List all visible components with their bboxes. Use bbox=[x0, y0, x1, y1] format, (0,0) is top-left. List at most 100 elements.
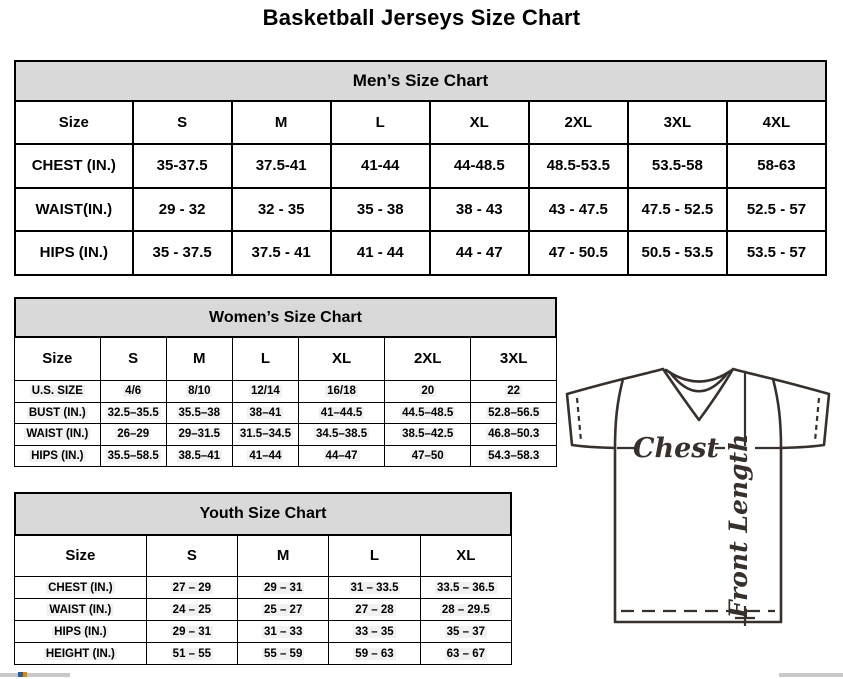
size-value-cell: 47 - 50.5 bbox=[527, 230, 629, 276]
youth-size-chart-title: Youth Size Chart bbox=[14, 492, 512, 536]
size-value-cell: 48.5-53.5 bbox=[527, 143, 629, 189]
size-value-cell: 38.5–41 bbox=[165, 444, 233, 467]
size-value-cell: 31.5–34.5 bbox=[231, 423, 299, 446]
youth-size-chart: Youth Size Chart Size S M L XL CHEST (IN.) 27 … bbox=[14, 492, 513, 665]
column-header: L bbox=[329, 100, 431, 145]
size-value-cell: 52.5 - 57 bbox=[725, 186, 828, 232]
column-header: S bbox=[131, 100, 233, 145]
column-header: XL bbox=[297, 336, 386, 381]
size-value-cell: 28 – 29.5 bbox=[419, 598, 513, 621]
row-label: HEIGHT (IN.) bbox=[14, 642, 147, 665]
column-header: 2XL bbox=[527, 100, 629, 145]
size-value-cell: 31 – 33.5 bbox=[328, 576, 421, 599]
size-value-cell: 35.5–58.5 bbox=[99, 444, 167, 467]
row-label: U.S. SIZE bbox=[14, 380, 101, 403]
size-value-cell: 35 - 37.5 bbox=[131, 230, 233, 276]
size-value-cell: 38 - 43 bbox=[428, 186, 530, 232]
size-value-cell: 37.5-41 bbox=[230, 143, 332, 189]
row-label: HIPS (IN.) bbox=[14, 620, 147, 643]
womens-size-chart-title: Women’s Size Chart bbox=[14, 297, 557, 338]
column-header: 4XL bbox=[725, 100, 828, 145]
size-value-cell: 44–47 bbox=[297, 444, 386, 467]
size-value-cell: 37.5 - 41 bbox=[230, 230, 332, 276]
size-value-cell: 16/18 bbox=[297, 380, 386, 403]
table-row: WAIST (IN.) 26–29 29–31.5 31.5–34.5 34.5–38.… bbox=[14, 423, 557, 446]
size-value-cell: 59 – 63 bbox=[328, 642, 421, 665]
size-value-cell: 29 - 32 bbox=[131, 186, 233, 232]
front-length-label-backing bbox=[725, 446, 755, 606]
size-value-cell: 32 - 35 bbox=[230, 186, 332, 232]
size-value-cell: 44.5–48.5 bbox=[384, 401, 472, 424]
chest-label: Chest bbox=[633, 433, 719, 464]
column-header: S bbox=[99, 336, 167, 381]
mens-size-chart: Men’s Size Chart Size S M L XL 2XL 3XL 4XL CHEST… bbox=[14, 60, 828, 276]
size-value-cell: 47.5 - 52.5 bbox=[626, 186, 728, 232]
row-label: WAIST (IN.) bbox=[14, 598, 147, 621]
column-header: L bbox=[231, 336, 299, 381]
size-value-cell: 35.5–38 bbox=[165, 401, 233, 424]
size-value-cell: 41–44.5 bbox=[297, 401, 386, 424]
column-header: Size bbox=[14, 534, 147, 577]
size-value-cell: 33.5 – 36.5 bbox=[419, 576, 513, 599]
size-value-cell: 27 – 28 bbox=[328, 598, 421, 621]
size-value-cell: 38.5–42.5 bbox=[384, 423, 472, 446]
jersey-outline bbox=[565, 367, 831, 624]
size-value-cell: 29 – 31 bbox=[145, 620, 239, 643]
row-label: HIPS (IN.) bbox=[14, 230, 134, 276]
collar-band-line-2 bbox=[668, 371, 730, 393]
size-value-cell: 12/14 bbox=[231, 380, 299, 403]
size-value-cell: 47–50 bbox=[384, 444, 472, 467]
table-row: HIPS (IN.) 35 - 37.5 37.5 - 41 41 - 44 44 - … bbox=[14, 230, 828, 276]
size-value-cell: 27 – 29 bbox=[145, 576, 239, 599]
column-header: Size bbox=[14, 100, 134, 145]
page-title: Basketball Jerseys Size Chart bbox=[262, 5, 581, 30]
size-value-cell: 41 - 44 bbox=[329, 230, 431, 276]
size-value-cell: 43 - 47.5 bbox=[527, 186, 629, 232]
size-value-cell: 35 – 37 bbox=[419, 620, 513, 643]
size-value-cell: 35 - 38 bbox=[329, 186, 431, 232]
size-value-cell: 26–29 bbox=[99, 423, 167, 446]
scrollbar-fragment-right[interactable] bbox=[779, 673, 843, 677]
table-row: WAIST(IN.) 29 - 32 32 - 35 35 - 38 38 - 43 43… bbox=[14, 186, 828, 232]
table-row: U.S. SIZE 4/6 8/10 12/14 16/18 20 22 bbox=[14, 380, 557, 403]
size-value-cell: 4/6 bbox=[99, 380, 167, 403]
size-value-cell: 51 – 55 bbox=[145, 642, 239, 665]
chest-label-backing bbox=[637, 434, 715, 460]
size-value-cell: 54.3–58.3 bbox=[470, 444, 557, 467]
table-row: CHEST (IN.) 27 – 29 29 – 31 31 – 33.5 33.5 –… bbox=[14, 576, 513, 599]
column-header: 3XL bbox=[470, 336, 557, 381]
table-row: WAIST (IN.) 24 – 25 25 – 27 27 – 28 28 – 29.… bbox=[14, 598, 513, 621]
womens-size-table: Size S M L XL 2XL 3XL U.S. SIZE 4/6 8/10 12/14 16/1… bbox=[14, 336, 557, 467]
front-length-label: Front Length bbox=[724, 434, 753, 619]
size-value-cell: 32.5–35.5 bbox=[99, 401, 167, 424]
youth-size-table: Size S M L XL CHEST (IN.) 27 – 29 29 – 31 31 – 3… bbox=[14, 534, 513, 665]
row-label: BUST (IN.) bbox=[14, 401, 101, 424]
size-value-cell: 46.8–50.3 bbox=[470, 423, 557, 446]
scrollbar-fragment-left[interactable] bbox=[0, 673, 70, 677]
column-header: M bbox=[230, 100, 332, 145]
size-value-cell: 52.8–56.5 bbox=[470, 401, 557, 424]
size-value-cell: 41-44 bbox=[329, 143, 431, 189]
size-value-cell: 29 – 31 bbox=[237, 576, 330, 599]
size-value-cell: 25 – 27 bbox=[237, 598, 330, 621]
mens-size-chart-title: Men’s Size Chart bbox=[14, 60, 827, 102]
size-value-cell: 55 – 59 bbox=[237, 642, 330, 665]
mens-size-table: Size S M L XL 2XL 3XL 4XL CHEST (IN.) 35-37.5 37.5… bbox=[14, 100, 828, 276]
column-header: Size bbox=[14, 336, 101, 381]
size-value-cell: 20 bbox=[384, 380, 472, 403]
size-value-cell: 8/10 bbox=[165, 380, 233, 403]
size-value-cell: 31 – 33 bbox=[237, 620, 330, 643]
size-value-cell: 33 – 35 bbox=[328, 620, 421, 643]
jersey-measurement-diagram: Chest Front Length bbox=[565, 367, 831, 626]
size-value-cell: 38–41 bbox=[231, 401, 299, 424]
table-row: BUST (IN.) 32.5–35.5 35.5–38 38–41 41–44.5 44… bbox=[14, 401, 557, 424]
size-value-cell: 53.5-58 bbox=[626, 143, 728, 189]
column-header: M bbox=[165, 336, 233, 381]
size-value-cell: 44-48.5 bbox=[428, 143, 530, 189]
row-label: HIPS (IN.) bbox=[14, 444, 101, 467]
column-header: 3XL bbox=[626, 100, 728, 145]
left-sleeve-seam bbox=[613, 377, 625, 450]
right-sleeve-seam bbox=[771, 377, 783, 450]
size-value-cell: 22 bbox=[470, 380, 557, 403]
